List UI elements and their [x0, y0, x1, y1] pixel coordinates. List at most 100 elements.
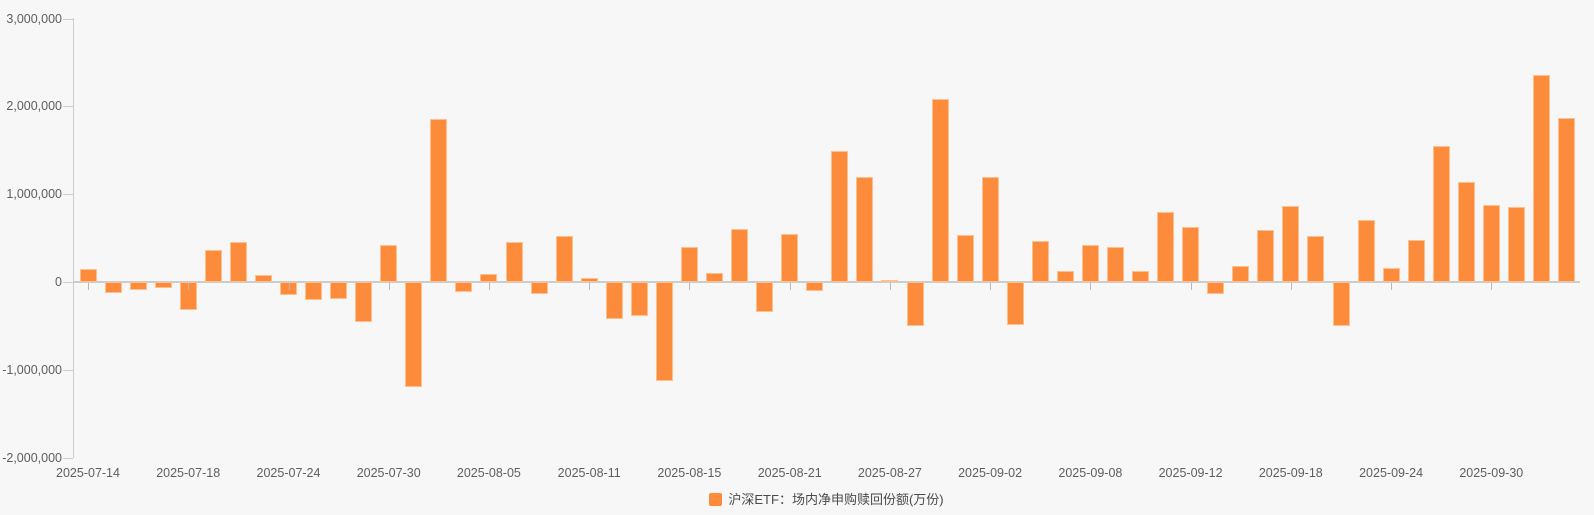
y-axis-tick — [63, 369, 73, 371]
bar-2025-07-29[interactable] — [355, 282, 373, 322]
y-axis-label: 2,000,000 — [6, 99, 62, 114]
x-axis-label: 2025-08-05 — [456, 466, 521, 480]
x-axis-label: 2025-09-08 — [1058, 466, 1123, 480]
x-axis-label: 2025-07-30 — [356, 466, 421, 480]
bar-2025-08-06[interactable] — [505, 241, 523, 282]
bar-2025-08-20[interactable] — [756, 282, 774, 312]
x-axis-label: 2025-07-14 — [56, 466, 120, 480]
x-axis-tick — [388, 283, 390, 290]
y-axis-tick — [63, 18, 73, 20]
y-axis-label: -1,000,000 — [2, 362, 62, 377]
bar-2025-08-26[interactable] — [856, 176, 874, 282]
bar-2025-08-08[interactable] — [555, 236, 573, 282]
bar-2025-09-23[interactable] — [1357, 219, 1375, 282]
x-axis-tick — [689, 283, 691, 290]
x-axis-tick — [188, 283, 190, 290]
legend-item[interactable]: 沪深ETF：场内净申购赎回份额(万份) — [709, 492, 944, 507]
bar-2025-08-01[interactable] — [430, 118, 448, 282]
bar-2025-08-18[interactable] — [706, 273, 723, 282]
x-axis-label: 2025-08-21 — [757, 466, 822, 480]
bar-2025-07-15[interactable] — [104, 282, 122, 293]
bar-2025-09-30[interactable] — [1482, 204, 1500, 282]
bar-2025-09-22[interactable] — [1332, 282, 1350, 326]
x-axis-tick — [288, 283, 290, 290]
bar-2025-09-10[interactable] — [1132, 270, 1149, 282]
bar-2025-10-09[interactable] — [1507, 207, 1525, 282]
x-axis-label: 2025-07-18 — [156, 466, 221, 480]
bar-2025-08-15[interactable] — [680, 246, 698, 282]
legend-swatch-icon — [709, 493, 723, 506]
bar-2025-09-29[interactable] — [1457, 181, 1475, 282]
bar-2025-09-17[interactable] — [1257, 230, 1275, 282]
y-axis-tick — [63, 282, 73, 283]
bar-2025-07-25[interactable] — [305, 282, 322, 300]
bar-2025-09-18[interactable] — [1282, 205, 1300, 282]
x-axis-label: 2025-08-15 — [657, 466, 722, 480]
x-axis-label: 2025-09-30 — [1459, 466, 1524, 480]
bar-2025-07-21[interactable] — [204, 250, 222, 282]
x-axis-label: 2025-09-24 — [1359, 466, 1424, 480]
bar-2025-09-11[interactable] — [1157, 211, 1175, 282]
bar-2025-09-04[interactable] — [1031, 240, 1049, 282]
bar-2025-09-09[interactable] — [1106, 246, 1124, 282]
bar-2025-09-02[interactable] — [981, 176, 999, 282]
x-axis-tick — [1391, 283, 1393, 290]
bar-2025-09-05[interactable] — [1056, 270, 1074, 282]
bar-2025-09-16[interactable] — [1232, 266, 1250, 282]
bar-2025-09-01[interactable] — [956, 234, 974, 282]
bar-2025-08-21[interactable] — [781, 233, 799, 282]
bar-2025-07-16[interactable] — [129, 282, 147, 290]
x-axis-label: 2025-09-18 — [1258, 466, 1323, 480]
x-axis-zero-line — [73, 281, 1580, 283]
bar-2025-08-29[interactable] — [931, 98, 949, 282]
bar-2025-08-04[interactable] — [455, 282, 473, 292]
bar-2025-07-31[interactable] — [405, 282, 423, 388]
bar-2025-09-24[interactable] — [1382, 268, 1400, 282]
bar-2025-09-03[interactable] — [1006, 282, 1024, 325]
bar-2025-07-30[interactable] — [380, 245, 398, 282]
x-axis-label: 2025-08-11 — [557, 466, 621, 480]
bar-2025-09-26[interactable] — [1432, 145, 1450, 282]
bar-2025-10-10[interactable] — [1532, 74, 1550, 282]
bar-2025-07-23[interactable] — [254, 275, 272, 282]
x-axis-tick — [488, 283, 490, 290]
bar-2025-10-13[interactable] — [1558, 117, 1575, 282]
bar-2025-08-25[interactable] — [831, 151, 849, 282]
bar-2025-09-08[interactable] — [1081, 245, 1099, 282]
bar-2025-08-22[interactable] — [806, 282, 824, 291]
bar-2025-08-12[interactable] — [605, 282, 623, 319]
y-axis-line — [73, 18, 74, 458]
x-axis-label: 2025-09-12 — [1158, 466, 1223, 480]
y-axis-label: -2,000,000 — [2, 450, 62, 465]
bar-2025-08-28[interactable] — [906, 282, 924, 326]
x-axis-tick — [88, 283, 89, 290]
bar-2025-07-18[interactable] — [179, 282, 197, 311]
bar-2025-07-28[interactable] — [330, 282, 348, 299]
bar-2025-09-15[interactable] — [1207, 282, 1225, 295]
bar-2025-07-17[interactable] — [154, 282, 172, 289]
bar-2025-09-25[interactable] — [1407, 239, 1425, 282]
bar-2025-07-22[interactable] — [229, 241, 247, 282]
bar-2025-08-07[interactable] — [530, 282, 548, 295]
bar-2025-08-13[interactable] — [630, 282, 648, 317]
bar-2025-09-19[interactable] — [1307, 236, 1325, 282]
bar-2025-08-11[interactable] — [580, 277, 598, 282]
x-axis-tick — [1491, 283, 1493, 290]
x-axis-tick — [1290, 283, 1292, 290]
x-axis-tick — [990, 283, 992, 290]
bar-2025-08-27[interactable] — [881, 280, 899, 283]
legend-label: 沪深ETF：场内净申购赎回份额(万份) — [728, 492, 944, 507]
bar-2025-09-12[interactable] — [1182, 226, 1200, 282]
x-axis-tick — [789, 283, 791, 290]
x-axis-label: 2025-07-24 — [256, 466, 321, 480]
y-axis-tick — [63, 106, 73, 108]
bar-2025-08-19[interactable] — [731, 229, 748, 282]
bar-2025-08-05[interactable] — [480, 274, 498, 282]
y-axis-label: 3,000,000 — [6, 11, 62, 26]
bar-2025-08-14[interactable] — [655, 282, 673, 382]
bar-2025-07-14[interactable] — [79, 268, 97, 282]
y-axis-tick — [63, 457, 73, 459]
y-axis-label: 1,000,000 — [6, 187, 62, 202]
y-axis-label: 0 — [55, 275, 62, 289]
